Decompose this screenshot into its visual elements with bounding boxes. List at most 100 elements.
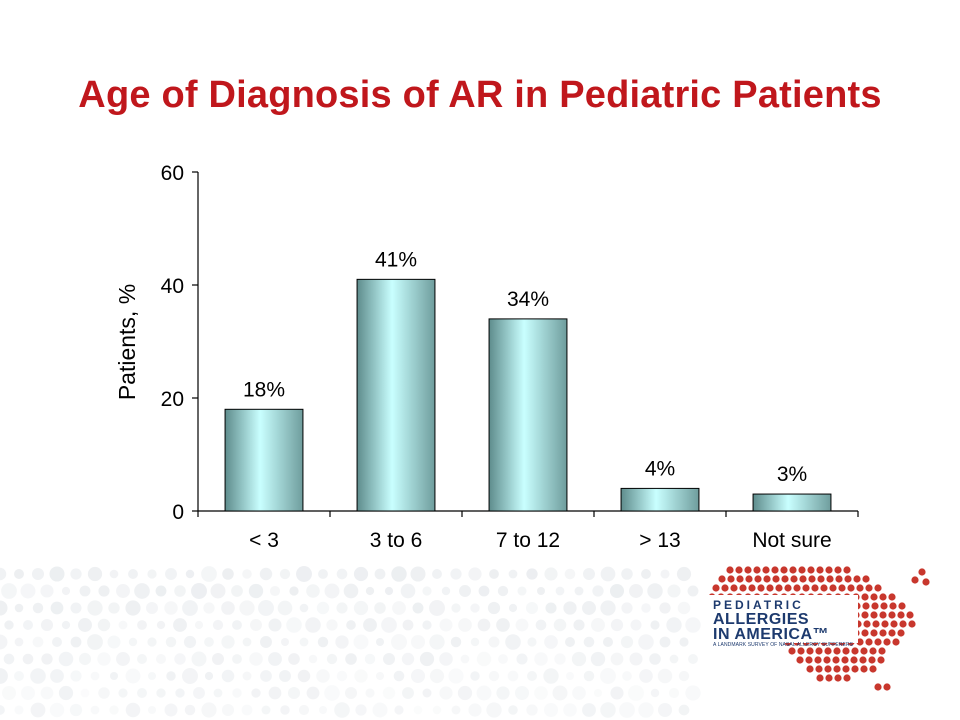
background-dot [402, 687, 414, 699]
background-dot [0, 668, 8, 684]
logo-dot [843, 566, 851, 574]
y-tick-label: 60 [161, 162, 184, 185]
background-dot [622, 671, 632, 681]
logo-dot [851, 665, 859, 673]
background-dot [544, 567, 558, 581]
background-dot [194, 620, 204, 630]
logo-dot [870, 593, 878, 601]
background-dot [280, 705, 290, 715]
background-dot [108, 602, 120, 614]
logo-dot [726, 566, 734, 574]
background-dot [374, 568, 386, 580]
background-dot [125, 600, 141, 616]
background-dot [288, 653, 300, 665]
background-dot [610, 618, 624, 632]
background-dot [250, 619, 262, 631]
background-dot [118, 688, 128, 698]
background-dot [277, 600, 293, 616]
background-dot [164, 601, 178, 615]
background-dot [582, 601, 596, 615]
background-dot [517, 586, 527, 596]
data-label: 3% [777, 463, 807, 486]
background-dot [422, 688, 432, 698]
background-dot [184, 704, 196, 716]
background-dot [375, 671, 385, 681]
logo-dot [824, 647, 832, 655]
background-dot [555, 586, 565, 596]
logo-dot [833, 647, 841, 655]
background-dot [3, 653, 15, 665]
logo-dot [793, 584, 801, 592]
logo-dot [753, 566, 761, 574]
logo-dot [820, 584, 828, 592]
background-dot [242, 637, 252, 647]
data-label: 4% [645, 457, 675, 480]
background-dot [400, 583, 416, 599]
background-dot [477, 618, 491, 632]
background-dot [412, 602, 424, 614]
logo-dot [789, 566, 797, 574]
background-dot [30, 702, 46, 718]
logo-dot [736, 575, 744, 583]
logo-dot [730, 584, 738, 592]
background-dot [185, 569, 195, 579]
logo-dot [881, 620, 889, 628]
logo-dot [825, 566, 833, 574]
logo-dot [771, 566, 779, 574]
background-dot [191, 583, 207, 599]
bar-4 [752, 493, 832, 512]
background-dot [600, 668, 616, 684]
background-dot [78, 618, 92, 632]
background-dot [659, 636, 671, 648]
background-dot [50, 601, 64, 615]
logo-dot [918, 568, 926, 576]
background-dot [429, 600, 445, 616]
background-dot [487, 601, 501, 615]
background-dot [87, 600, 103, 616]
background-dot [593, 688, 603, 698]
background-dot [685, 617, 701, 633]
background-dot [326, 653, 338, 665]
logo-dot [834, 566, 842, 574]
background-dot [58, 651, 74, 667]
logo-dot [888, 593, 896, 601]
bar-0 [224, 408, 304, 512]
category-label: 3 to 6 [370, 529, 423, 552]
logo-dot [874, 638, 882, 646]
background-dot [279, 568, 291, 580]
logo-dot [721, 584, 729, 592]
background-dot [451, 603, 461, 613]
background-dot [365, 688, 375, 698]
logo-dot [797, 647, 805, 655]
background-dot [676, 566, 692, 582]
logo-dot [712, 584, 720, 592]
background-dot [52, 637, 62, 647]
background-dot [299, 603, 309, 613]
logo-dot [865, 638, 873, 646]
logo-line-in-america: IN AMERICA™ [713, 626, 830, 643]
background-dot [280, 637, 290, 647]
background-dot [592, 585, 604, 597]
chart-bars [224, 278, 832, 512]
background-dot [14, 671, 24, 681]
background-dot [582, 703, 596, 717]
background-dot [69, 703, 83, 717]
logo-dot [856, 638, 864, 646]
background-dot [393, 670, 405, 682]
background-dot [87, 634, 103, 650]
background-dot [79, 585, 91, 597]
background-dot [600, 600, 616, 616]
logo-dot [860, 665, 868, 673]
logo-dot [799, 575, 807, 583]
logo-dot [908, 620, 916, 628]
background-dot [97, 618, 111, 632]
background-dot [647, 583, 663, 599]
background-dot [0, 705, 5, 715]
background-dot [298, 704, 310, 716]
logo-dot [775, 584, 783, 592]
logo-dot [856, 584, 864, 592]
background-dot [470, 637, 480, 647]
background-dot [441, 586, 451, 596]
logo-dot [808, 575, 816, 583]
bar-1 [356, 278, 436, 512]
